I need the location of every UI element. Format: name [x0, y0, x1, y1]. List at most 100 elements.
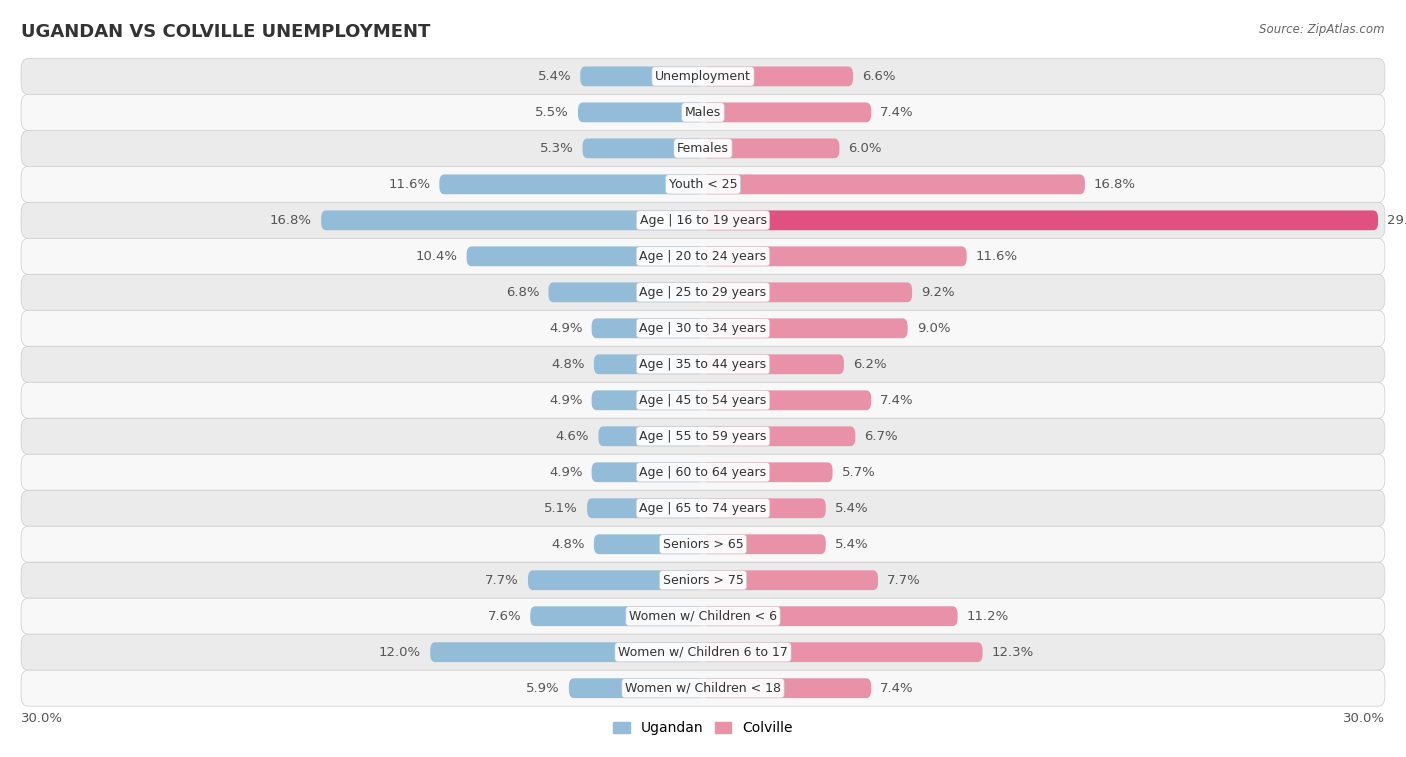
Text: Age | 60 to 64 years: Age | 60 to 64 years	[640, 466, 766, 478]
FancyBboxPatch shape	[21, 634, 1385, 670]
FancyBboxPatch shape	[592, 463, 703, 482]
Text: 9.2%: 9.2%	[921, 286, 955, 299]
FancyBboxPatch shape	[21, 526, 1385, 562]
Text: 6.8%: 6.8%	[506, 286, 540, 299]
Text: 5.3%: 5.3%	[540, 142, 574, 155]
Text: 5.4%: 5.4%	[835, 502, 869, 515]
FancyBboxPatch shape	[467, 247, 703, 266]
Text: 30.0%: 30.0%	[21, 712, 63, 724]
Text: 4.6%: 4.6%	[555, 430, 589, 443]
FancyBboxPatch shape	[703, 498, 825, 518]
Text: Women w/ Children < 18: Women w/ Children < 18	[626, 682, 780, 695]
Text: 11.6%: 11.6%	[976, 250, 1018, 263]
Text: 10.4%: 10.4%	[416, 250, 457, 263]
Text: 5.9%: 5.9%	[526, 682, 560, 695]
FancyBboxPatch shape	[581, 67, 703, 86]
FancyBboxPatch shape	[703, 67, 853, 86]
FancyBboxPatch shape	[578, 102, 703, 123]
Text: 6.6%: 6.6%	[862, 70, 896, 83]
Text: Age | 16 to 19 years: Age | 16 to 19 years	[640, 213, 766, 227]
FancyBboxPatch shape	[703, 570, 877, 590]
FancyBboxPatch shape	[703, 247, 967, 266]
Text: 12.0%: 12.0%	[380, 646, 422, 659]
FancyBboxPatch shape	[430, 642, 703, 662]
Text: 12.3%: 12.3%	[991, 646, 1033, 659]
FancyBboxPatch shape	[703, 463, 832, 482]
FancyBboxPatch shape	[593, 354, 703, 374]
Text: 30.0%: 30.0%	[1343, 712, 1385, 724]
Text: 16.8%: 16.8%	[1094, 178, 1136, 191]
Text: Age | 35 to 44 years: Age | 35 to 44 years	[640, 358, 766, 371]
Text: 5.5%: 5.5%	[536, 106, 569, 119]
FancyBboxPatch shape	[21, 598, 1385, 634]
FancyBboxPatch shape	[569, 678, 703, 698]
FancyBboxPatch shape	[582, 139, 703, 158]
Text: Age | 30 to 34 years: Age | 30 to 34 years	[640, 322, 766, 335]
FancyBboxPatch shape	[21, 562, 1385, 598]
FancyBboxPatch shape	[593, 534, 703, 554]
Text: 5.7%: 5.7%	[842, 466, 876, 478]
Text: 4.8%: 4.8%	[551, 358, 585, 371]
FancyBboxPatch shape	[21, 58, 1385, 95]
Text: 5.1%: 5.1%	[544, 502, 578, 515]
FancyBboxPatch shape	[703, 282, 912, 302]
Text: UGANDAN VS COLVILLE UNEMPLOYMENT: UGANDAN VS COLVILLE UNEMPLOYMENT	[21, 23, 430, 41]
Text: 7.4%: 7.4%	[880, 682, 914, 695]
FancyBboxPatch shape	[703, 606, 957, 626]
Text: Males: Males	[685, 106, 721, 119]
FancyBboxPatch shape	[21, 346, 1385, 382]
Text: 7.6%: 7.6%	[488, 609, 522, 623]
FancyBboxPatch shape	[21, 274, 1385, 310]
FancyBboxPatch shape	[21, 670, 1385, 706]
Text: Age | 20 to 24 years: Age | 20 to 24 years	[640, 250, 766, 263]
Text: 7.7%: 7.7%	[887, 574, 921, 587]
Text: 11.2%: 11.2%	[967, 609, 1010, 623]
Text: Seniors > 75: Seniors > 75	[662, 574, 744, 587]
Legend: Ugandan, Colville: Ugandan, Colville	[607, 716, 799, 741]
Text: 11.6%: 11.6%	[388, 178, 430, 191]
FancyBboxPatch shape	[703, 102, 872, 123]
FancyBboxPatch shape	[21, 130, 1385, 167]
FancyBboxPatch shape	[21, 167, 1385, 202]
FancyBboxPatch shape	[592, 391, 703, 410]
Text: Women w/ Children 6 to 17: Women w/ Children 6 to 17	[619, 646, 787, 659]
FancyBboxPatch shape	[592, 319, 703, 338]
FancyBboxPatch shape	[703, 534, 825, 554]
Text: Women w/ Children < 6: Women w/ Children < 6	[628, 609, 778, 623]
Text: 9.0%: 9.0%	[917, 322, 950, 335]
Text: 5.4%: 5.4%	[537, 70, 571, 83]
FancyBboxPatch shape	[21, 310, 1385, 346]
FancyBboxPatch shape	[703, 642, 983, 662]
Text: 4.9%: 4.9%	[548, 322, 582, 335]
FancyBboxPatch shape	[703, 174, 1085, 195]
FancyBboxPatch shape	[703, 319, 908, 338]
Text: 5.4%: 5.4%	[835, 537, 869, 551]
Text: Age | 25 to 29 years: Age | 25 to 29 years	[640, 286, 766, 299]
Text: 4.8%: 4.8%	[551, 537, 585, 551]
FancyBboxPatch shape	[599, 426, 703, 446]
Text: Females: Females	[678, 142, 728, 155]
Text: Unemployment: Unemployment	[655, 70, 751, 83]
Text: Youth < 25: Youth < 25	[669, 178, 737, 191]
Text: 7.4%: 7.4%	[880, 394, 914, 407]
FancyBboxPatch shape	[703, 354, 844, 374]
FancyBboxPatch shape	[21, 238, 1385, 274]
Text: Age | 55 to 59 years: Age | 55 to 59 years	[640, 430, 766, 443]
Text: 6.7%: 6.7%	[865, 430, 898, 443]
Text: 6.2%: 6.2%	[853, 358, 887, 371]
Text: 6.0%: 6.0%	[848, 142, 882, 155]
FancyBboxPatch shape	[588, 498, 703, 518]
FancyBboxPatch shape	[21, 419, 1385, 454]
FancyBboxPatch shape	[321, 210, 703, 230]
Text: 4.9%: 4.9%	[548, 394, 582, 407]
Text: 29.7%: 29.7%	[1388, 213, 1406, 227]
FancyBboxPatch shape	[21, 382, 1385, 419]
FancyBboxPatch shape	[530, 606, 703, 626]
FancyBboxPatch shape	[703, 426, 855, 446]
Text: 4.9%: 4.9%	[548, 466, 582, 478]
FancyBboxPatch shape	[21, 454, 1385, 491]
FancyBboxPatch shape	[703, 210, 1378, 230]
Text: Age | 65 to 74 years: Age | 65 to 74 years	[640, 502, 766, 515]
Text: 7.4%: 7.4%	[880, 106, 914, 119]
Text: 16.8%: 16.8%	[270, 213, 312, 227]
